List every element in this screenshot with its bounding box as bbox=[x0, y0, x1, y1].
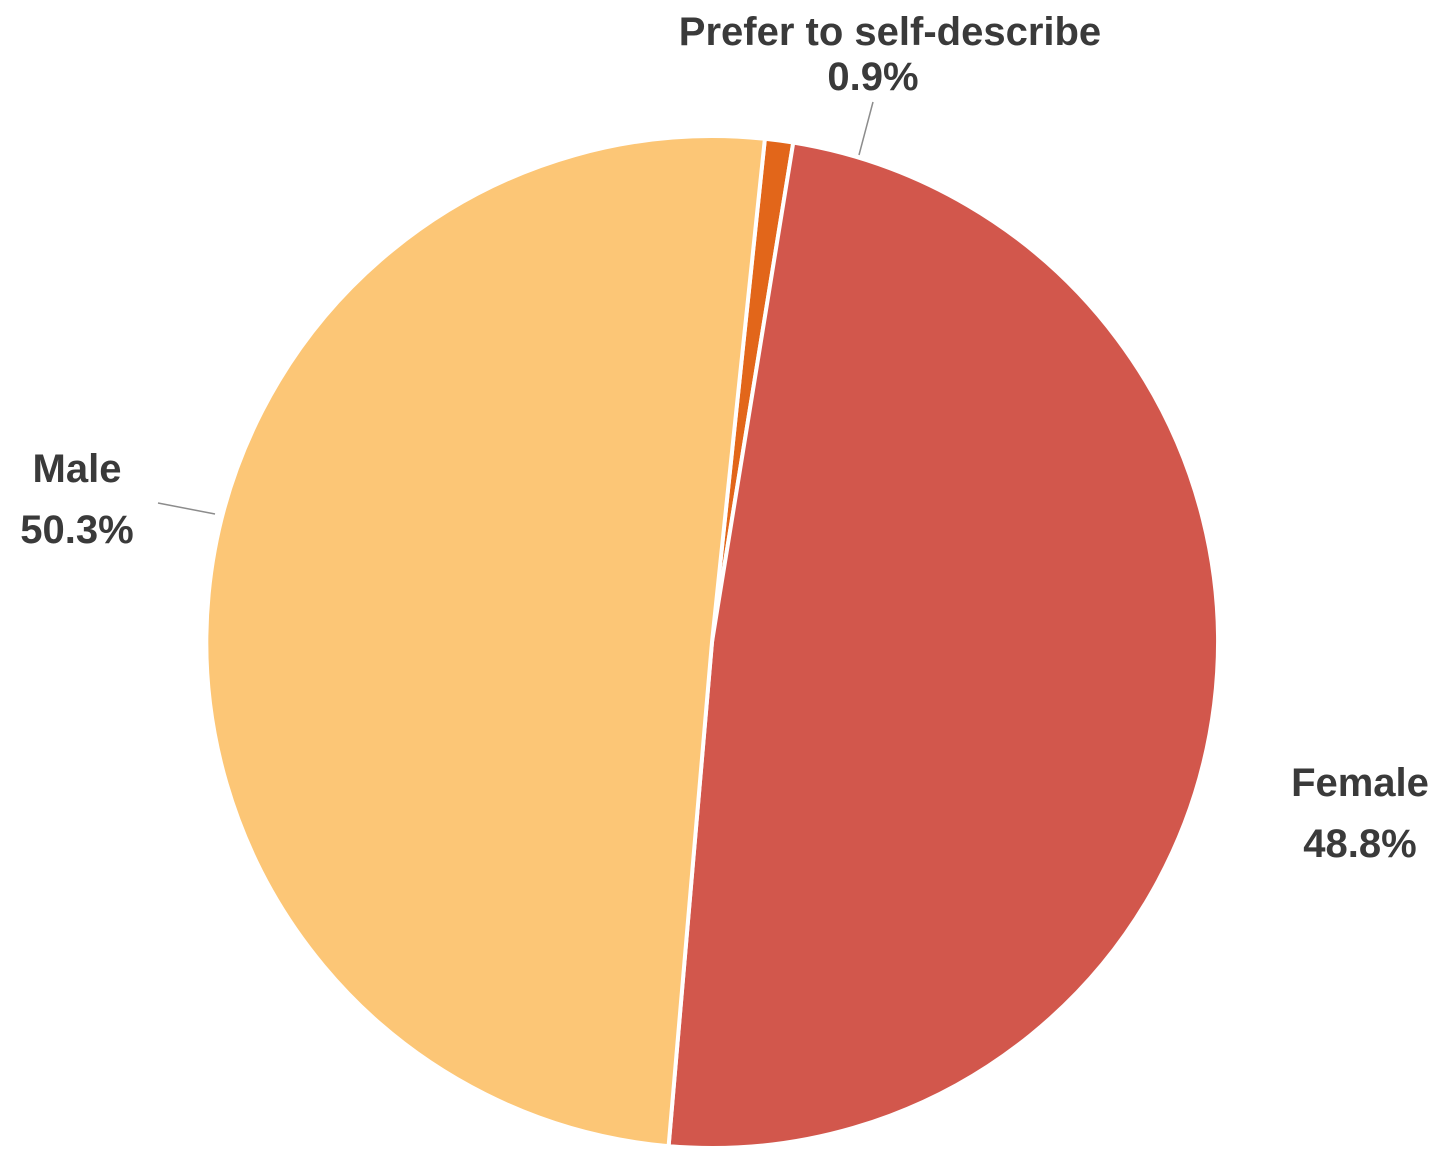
pie-slice-female bbox=[666, 140, 1220, 1150]
slice-value-label-male: 50.3% bbox=[20, 508, 133, 552]
slice-value-label-self-describe: 0.9% bbox=[827, 55, 918, 99]
leader-lines bbox=[157, 101, 874, 515]
pie-slices bbox=[204, 134, 1220, 1150]
pie-slice-male bbox=[204, 134, 767, 1149]
slice-value-label-female: 48.8% bbox=[1303, 822, 1416, 866]
leader-line-male bbox=[157, 502, 216, 515]
slice-name-label-self-describe: Prefer to self-describe bbox=[679, 10, 1101, 54]
slice-labels: Prefer to self-describe 0.9% Female 48.8… bbox=[20, 10, 1429, 866]
slice-name-label-female: Female bbox=[1291, 761, 1429, 805]
slice-name-label-male: Male bbox=[33, 447, 122, 491]
leader-line-self-describe bbox=[858, 101, 874, 156]
